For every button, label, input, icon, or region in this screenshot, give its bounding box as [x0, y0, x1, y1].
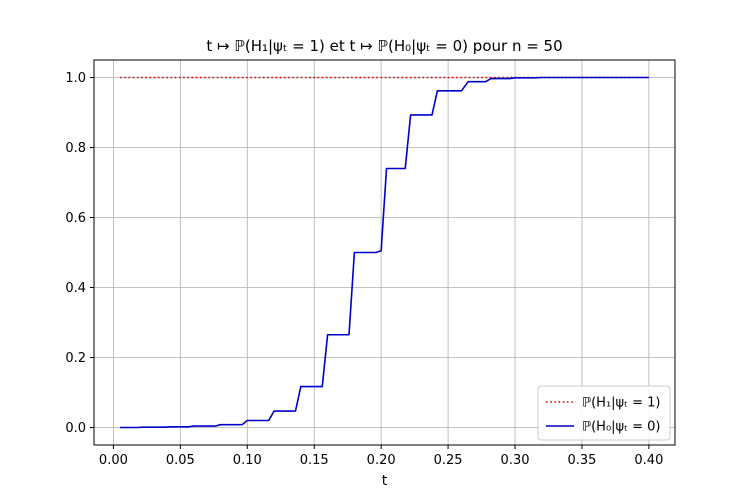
y-tick-label: 0.0: [65, 421, 86, 436]
x-tick-label: 0.35: [567, 453, 596, 468]
y-tick-label: 1.0: [65, 71, 86, 86]
legend: ℙ(H₁|ψₜ = 1) ℙ(H₀|ψₜ = 0): [537, 385, 671, 441]
y-tick-label: 0.2: [65, 351, 86, 366]
legend-label: ℙ(H₀|ψₜ = 0): [582, 420, 660, 435]
x-tick-label: 0.00: [99, 453, 128, 468]
x-tick-label: 0.10: [233, 453, 262, 468]
x-tick-label: 0.40: [634, 453, 663, 468]
y-tick-label: 0.4: [65, 281, 86, 296]
x-tick-label: 0.20: [367, 453, 396, 468]
x-tick-label: 0.30: [501, 453, 530, 468]
plot-frame: [93, 59, 676, 446]
x-tick-label: 0.25: [434, 453, 463, 468]
chart-title: t ↦ ℙ(H₁|ψₜ = 1) et t ↦ ℙ(H₀|ψₜ = 0) pou…: [206, 37, 562, 55]
y-tick-label: 0.6: [65, 211, 86, 226]
x-tick-label: 0.05: [166, 453, 195, 468]
y-tick-label: 0.8: [65, 141, 86, 156]
x-tick-label: 0.15: [300, 453, 329, 468]
ticks: 0.00 0.05 0.10 0.15 0.20 0.25 0.30 0.35 0.40 0.0 0…: [65, 71, 663, 468]
legend-label: ℙ(H₁|ψₜ = 1): [582, 396, 660, 411]
series-h0-solid-line: [120, 76, 649, 429]
x-axis-label: t: [382, 473, 388, 489]
series-layer: [120, 76, 649, 429]
